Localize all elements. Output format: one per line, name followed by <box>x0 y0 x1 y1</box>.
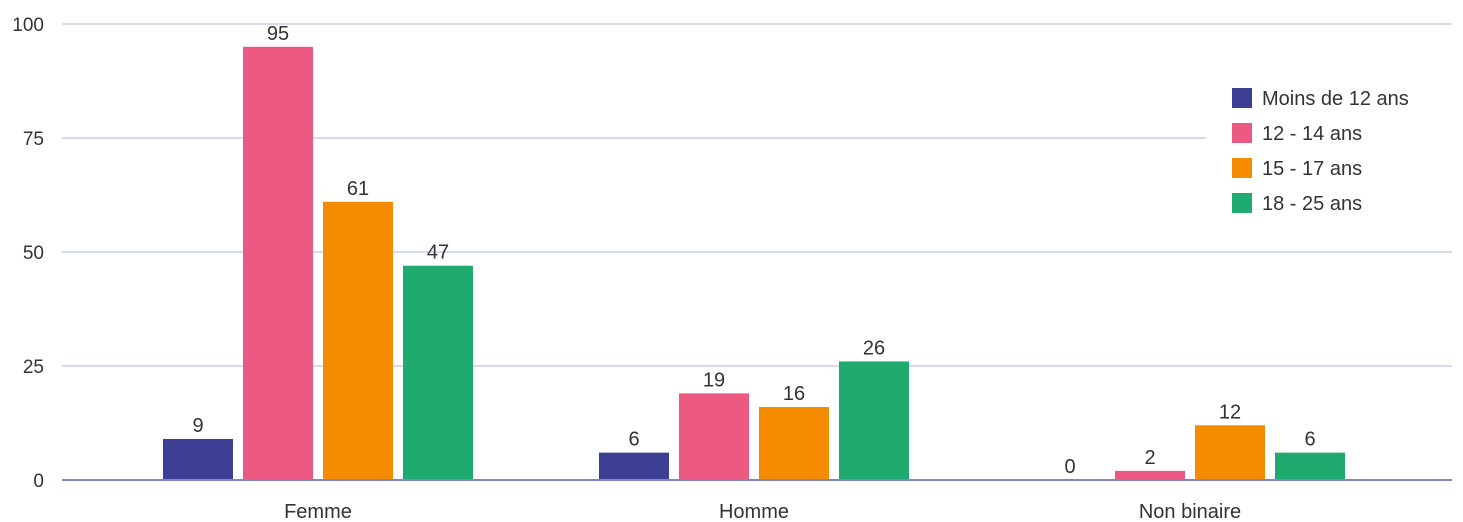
data-label-3-4: 6 <box>1304 429 1315 451</box>
data-label-2-4: 26 <box>863 337 885 359</box>
x-category-label-3: Non binaire <box>1139 501 1241 522</box>
legend-swatch-3 <box>1232 158 1252 178</box>
bar-1-3 <box>323 201 393 480</box>
bar-3-2 <box>1115 470 1185 480</box>
legend-swatch-4 <box>1232 193 1252 213</box>
x-category-label-2: Homme <box>719 501 789 522</box>
y-tick-label-25: 25 <box>23 357 44 378</box>
data-label-1-4: 47 <box>427 242 449 264</box>
bar-3-3 <box>1195 425 1265 480</box>
data-label-3-1: 0 <box>1064 456 1075 478</box>
legend-label-4: 18 - 25 ans <box>1262 193 1362 215</box>
data-label-1-1: 9 <box>192 415 203 437</box>
bar-2-1 <box>599 452 669 480</box>
bars <box>163 46 1345 481</box>
data-label-3-2: 2 <box>1144 447 1155 469</box>
bar-3-4 <box>1275 452 1345 480</box>
legend-swatch-1 <box>1232 88 1252 108</box>
legend-label-1: Moins de 12 ans <box>1262 88 1409 110</box>
legend-swatch-2 <box>1232 123 1252 143</box>
y-tick-label-100: 100 <box>12 15 44 36</box>
legend-label-2: 12 - 14 ans <box>1262 123 1362 145</box>
y-tick-label-75: 75 <box>23 129 44 150</box>
bar-2-3 <box>759 407 829 480</box>
y-axis-tick-labels: 0 25 50 75 100 <box>12 15 44 492</box>
bar-1-1 <box>163 438 233 480</box>
legend-label-3: 15 - 17 ans <box>1262 158 1362 180</box>
data-label-1-3: 61 <box>347 178 369 200</box>
x-axis-category-labels: Femme Homme Non binaire <box>284 501 1241 522</box>
data-labels: 9 95 61 47 6 19 16 26 0 2 12 6 <box>192 23 1315 478</box>
legend: Moins de 12 ans 12 - 14 ans 15 - 17 ans 18 … <box>1206 74 1458 224</box>
bar-1-2 <box>243 46 313 481</box>
data-label-3-3: 12 <box>1219 401 1241 423</box>
x-category-label-1: Femme <box>284 501 352 522</box>
data-label-2-2: 19 <box>703 369 725 391</box>
bar-2-2 <box>679 393 749 480</box>
data-label-2-1: 6 <box>628 429 639 451</box>
y-tick-label-50: 50 <box>23 243 44 264</box>
bar-1-4 <box>403 265 473 480</box>
data-label-1-2: 95 <box>267 23 289 45</box>
data-label-2-3: 16 <box>783 383 805 405</box>
y-tick-label-0: 0 <box>33 471 44 492</box>
bar-2-4 <box>839 361 909 480</box>
